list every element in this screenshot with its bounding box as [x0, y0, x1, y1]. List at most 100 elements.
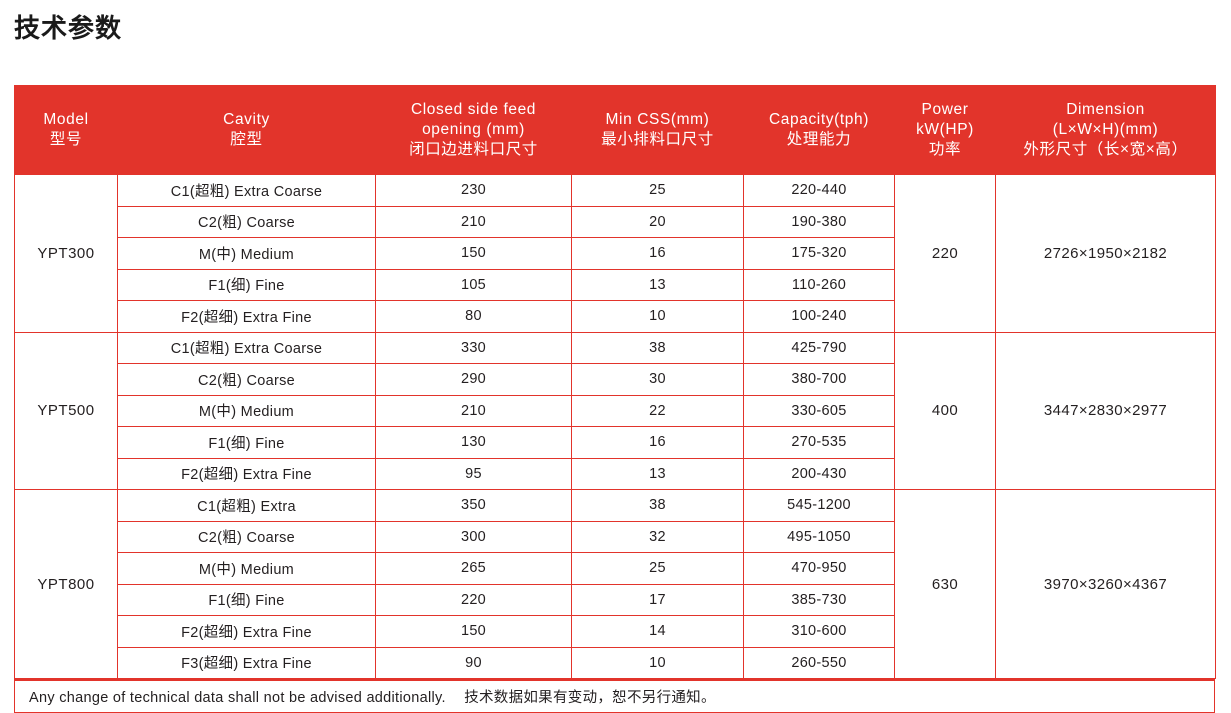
header-capacity-en: Capacity(tph)	[769, 111, 869, 129]
cell-feed-opening: 210	[375, 205, 572, 238]
cell-capacity: 470-950	[743, 552, 895, 585]
header-model-cn: 型号	[49, 131, 83, 148]
cell-feed-opening: 265	[375, 552, 572, 585]
cell-min-css: 17	[571, 583, 744, 616]
header-cavity: Cavity 腔型	[117, 85, 376, 175]
cell-feed-opening: 300	[375, 520, 572, 553]
cell-dimension: 2726×1950×2182	[995, 174, 1216, 333]
cell-feed-opening: 220	[375, 583, 572, 616]
cell-min-css: 30	[571, 363, 744, 396]
cell-power: 630	[894, 489, 996, 679]
header-min-css-en: Min CSS(mm)	[605, 111, 710, 129]
header-dimension-en2: (L×W×H)(mm)	[1052, 121, 1159, 139]
table-row: F2(超细) Extra Fine 80 10 100-240	[15, 300, 1216, 333]
cell-cavity: M(中) Medium	[117, 394, 376, 427]
cell-min-css: 13	[571, 268, 744, 301]
footnote-cn: 技术数据如果有变动，恕不另行通知。	[464, 690, 716, 706]
cell-capacity: 200-430	[743, 457, 895, 490]
cell-capacity: 380-700	[743, 363, 895, 396]
cell-feed-opening: 210	[375, 394, 572, 427]
cell-min-css: 10	[571, 646, 744, 679]
cell-capacity: 330-605	[743, 394, 895, 427]
header-model: Model 型号	[14, 85, 118, 175]
cell-cavity: F2(超细) Extra Fine	[117, 457, 376, 490]
cell-cavity: C2(粗) Coarse	[117, 363, 376, 396]
cell-min-css: 20	[571, 205, 744, 238]
cell-capacity: 220-440	[743, 174, 895, 207]
cell-dimension: 3447×2830×2977	[995, 331, 1216, 490]
table-row: F2(超细) Extra Fine 150 14 310-600	[15, 615, 1216, 648]
cell-dimension: 3970×3260×4367	[995, 489, 1216, 679]
cell-feed-opening: 230	[375, 174, 572, 207]
header-feed-opening-cn: 闭口边进料口尺寸	[409, 140, 538, 158]
cell-cavity: F3(超细) Extra Fine	[117, 646, 376, 679]
cell-capacity: 190-380	[743, 205, 895, 238]
cell-feed-opening: 105	[375, 268, 572, 301]
cell-cavity: C2(粗) Coarse	[117, 205, 376, 238]
cell-cavity: F1(细) Fine	[117, 583, 376, 616]
cell-capacity: 270-535	[743, 426, 895, 459]
cell-cavity: C1(超粗) Extra Coarse	[117, 174, 376, 207]
table-row: M(中) Medium 210 22 330-605	[15, 394, 1216, 427]
footnote-en: Any change of technical data shall not b…	[29, 690, 446, 706]
cell-feed-opening: 80	[375, 300, 572, 333]
cell-cavity: F1(细) Fine	[117, 426, 376, 459]
cell-feed-opening: 330	[375, 331, 572, 364]
cell-feed-opening: 150	[375, 615, 572, 648]
cell-min-css: 38	[571, 331, 744, 364]
header-model-en: Model	[43, 111, 89, 129]
header-power-cn: 功率	[928, 140, 962, 158]
header-dimension-cn: 外形尺寸（长×宽×高）	[1023, 140, 1188, 158]
cell-feed-opening: 150	[375, 237, 572, 270]
header-power-en1: Power	[921, 101, 969, 119]
header-feed-opening-en1: Closed side feed	[410, 101, 537, 119]
header-power-en2: kW(HP)	[916, 121, 974, 139]
page-title: 技术参数	[14, 13, 123, 43]
spec-table-wrapper: Model 型号 Cavity 腔型 Closed side feed open…	[14, 85, 1216, 713]
cell-cavity: M(中) Medium	[117, 237, 376, 270]
header-row: Model 型号 Cavity 腔型 Closed side feed open…	[14, 85, 1216, 175]
header-feed-opening-en2: opening (mm)	[422, 121, 525, 139]
table-row: C2(粗) Coarse 210 20 190-380	[15, 205, 1216, 238]
cell-min-css: 13	[571, 457, 744, 490]
table-row: F1(细) Fine 220 17 385-730	[15, 583, 1216, 616]
cell-model: YPT800	[14, 489, 118, 679]
cell-cavity: F2(超细) Extra Fine	[117, 300, 376, 333]
cell-cavity: F1(细) Fine	[117, 268, 376, 301]
cell-capacity: 495-1050	[743, 520, 895, 553]
header-capacity: Capacity(tph) 处理能力	[743, 85, 895, 175]
cell-capacity: 175-320	[743, 237, 895, 270]
table-row: F1(细) Fine 130 16 270-535	[15, 426, 1216, 459]
cell-cavity: F2(超细) Extra Fine	[117, 615, 376, 648]
table-row: F2(超细) Extra Fine 95 13 200-430	[15, 457, 1216, 490]
cell-cavity: C1(超粗) Extra	[117, 489, 376, 522]
header-feed-opening: Closed side feed opening (mm) 闭口边进料口尺寸	[375, 85, 572, 175]
table-header: Model 型号 Cavity 腔型 Closed side feed open…	[14, 85, 1216, 175]
cell-capacity: 545-1200	[743, 489, 895, 522]
header-cavity-cn: 腔型	[230, 131, 263, 148]
cell-feed-opening: 130	[375, 426, 572, 459]
cell-capacity: 310-600	[743, 615, 895, 648]
cell-min-css: 10	[571, 300, 744, 333]
cell-capacity: 110-260	[743, 268, 895, 301]
cell-capacity: 425-790	[743, 331, 895, 364]
cell-model: YPT500	[14, 331, 118, 490]
cell-min-css: 25	[571, 552, 744, 585]
table-row: C2(粗) Coarse 290 30 380-700	[15, 363, 1216, 396]
header-cavity-en: Cavity	[223, 111, 270, 129]
header-dimension: Dimension (L×W×H)(mm) 外形尺寸（长×宽×高）	[995, 85, 1216, 175]
table-row: YPT300 C1(超粗) Extra Coarse 230 25 220-44…	[14, 174, 1216, 333]
cell-min-css: 22	[571, 394, 744, 427]
cell-cavity: C2(粗) Coarse	[117, 520, 376, 553]
cell-capacity: 385-730	[743, 583, 895, 616]
cell-min-css: 38	[571, 489, 744, 522]
header-min-css-cn: 最小排料口尺寸	[601, 131, 714, 148]
header-min-css: Min CSS(mm) 最小排料口尺寸	[571, 85, 744, 175]
cell-min-css: 16	[571, 426, 744, 459]
table-footnote: Any change of technical data shall not b…	[14, 679, 1215, 713]
cell-min-css: 14	[571, 615, 744, 648]
cell-capacity: 260-550	[743, 646, 895, 679]
cell-power: 220	[894, 174, 996, 333]
cell-feed-opening: 290	[375, 363, 572, 396]
